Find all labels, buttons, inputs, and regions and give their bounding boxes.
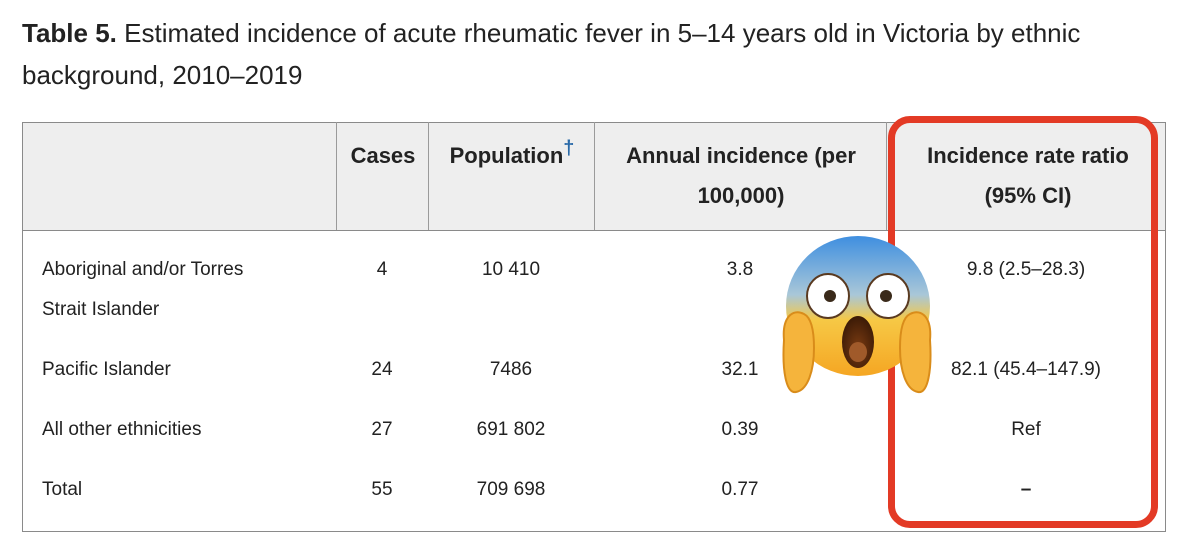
header-incidence: Annual incidence (per 100,000) — [598, 136, 884, 216]
row-pacific-population: 7486 — [489, 359, 533, 380]
row-pacific-irr: 82.1 (45.4–147.9) — [950, 359, 1101, 380]
row-pacific-group: Pacific Islander — [42, 359, 171, 380]
row-aboriginal-cases: 4 — [376, 259, 388, 280]
row-aboriginal-incidence: 3.8 — [726, 259, 754, 280]
row-aboriginal-population: 10 410 — [481, 259, 541, 280]
caption-text: Estimated incidence of acute rheumatic f… — [22, 18, 1081, 90]
group-line2: Strait Islander — [42, 299, 160, 320]
header-divider — [428, 122, 429, 230]
row-other-population: 691 802 — [476, 419, 546, 440]
header-divider — [336, 122, 337, 230]
row-other-irr: Ref — [1011, 419, 1041, 440]
header-incidence-line1: Annual incidence (per — [626, 143, 856, 168]
header-irr-line2: (95% CI) — [984, 183, 1072, 208]
header-cases: Cases — [350, 143, 416, 168]
caption-label: Table 5. — [22, 18, 117, 48]
row-aboriginal-group: Aboriginal and/or Torres Strait Islander — [42, 250, 332, 330]
header-divider — [886, 122, 887, 230]
row-total-group: Total — [42, 479, 83, 500]
row-total-cases: 55 — [371, 479, 393, 500]
row-other-cases: 27 — [371, 419, 393, 440]
incidence-table: Cases Population† Annual incidence (per … — [22, 122, 1166, 532]
row-pacific-cases: 24 — [371, 359, 393, 380]
header-population: Population† — [432, 136, 592, 176]
row-other-group: All other ethnicities — [42, 419, 202, 440]
row-total-incidence: 0.77 — [721, 479, 759, 500]
row-total-irr: – — [1020, 479, 1032, 500]
header-bottom-border — [22, 230, 1166, 231]
row-total-population: 709 698 — [476, 479, 546, 500]
header-irr-line1: Incidence rate ratio — [927, 143, 1129, 168]
row-other-incidence: 0.39 — [721, 419, 759, 440]
header-incidence-line2: 100,000) — [697, 183, 785, 208]
group-line1: Aboriginal and/or Torres — [42, 259, 244, 280]
header-divider — [594, 122, 595, 230]
face-screaming-in-fear-icon — [782, 236, 932, 394]
population-footnote-link[interactable]: † — [563, 137, 575, 160]
header-population-label: Population — [449, 143, 564, 168]
row-aboriginal-irr: 9.8 (2.5–28.3) — [966, 259, 1086, 280]
header-irr: Incidence rate ratio (95% CI) — [890, 136, 1166, 216]
row-pacific-incidence: 32.1 — [721, 359, 759, 380]
table-caption: Table 5. Estimated incidence of acute rh… — [22, 12, 1182, 96]
